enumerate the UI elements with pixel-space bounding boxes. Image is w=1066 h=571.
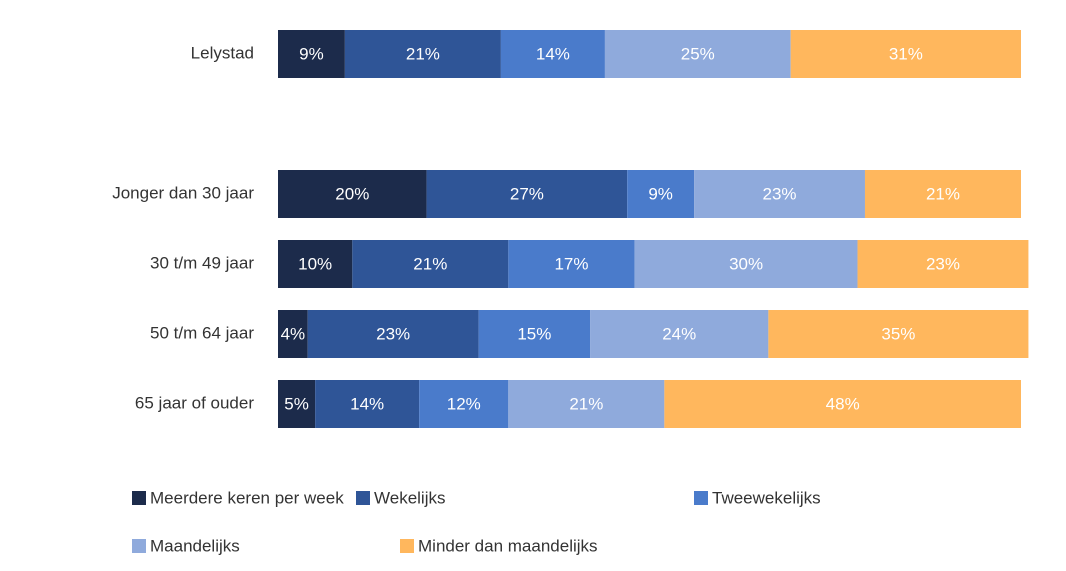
value-label: 35%	[881, 324, 915, 343]
value-label: 21%	[406, 44, 440, 63]
legend-swatch	[132, 539, 146, 553]
value-label: 9%	[648, 184, 673, 203]
legend-label: Tweewekelijks	[712, 488, 821, 507]
category-label: Jonger dan 30 jaar	[112, 183, 254, 202]
value-label: 12%	[447, 394, 481, 413]
bar-segment	[344, 30, 501, 78]
legend-swatch	[356, 491, 370, 505]
category-label: Lelystad	[191, 43, 254, 62]
bar-segment	[278, 380, 316, 428]
category-label: 50 t/m 64 jaar	[150, 323, 254, 342]
legend-swatch	[694, 491, 708, 505]
value-label: 21%	[569, 394, 603, 413]
bar-segment	[315, 380, 420, 428]
bar-segment	[768, 310, 1029, 358]
bar-segment	[500, 30, 605, 78]
legend-label: Wekelijks	[374, 488, 445, 507]
bar-segment	[694, 170, 865, 218]
value-label: 31%	[889, 44, 923, 63]
legend-label: Maandelijks	[150, 536, 240, 555]
legend-label: Meerdere keren per week	[150, 488, 344, 507]
legend-swatch	[400, 539, 414, 553]
legend-swatch	[132, 491, 146, 505]
bar-segment	[790, 30, 1021, 78]
bar-segment	[604, 30, 791, 78]
bar-segment	[278, 170, 427, 218]
value-label: 14%	[350, 394, 384, 413]
bar-segment	[864, 170, 1021, 218]
value-label: 10%	[298, 254, 332, 273]
value-label: 21%	[926, 184, 960, 203]
bar-segment	[664, 380, 1021, 428]
value-label: 24%	[662, 324, 696, 343]
bar-segment	[278, 310, 308, 358]
value-label: 20%	[335, 184, 369, 203]
value-label: 23%	[376, 324, 410, 343]
bar-segment	[419, 380, 509, 428]
bar-segment	[627, 170, 695, 218]
bar-segment	[508, 240, 635, 288]
bar-segment	[278, 240, 353, 288]
bar-segment	[307, 310, 479, 358]
value-label: 17%	[554, 254, 588, 273]
value-label: 27%	[510, 184, 544, 203]
value-label: 48%	[826, 394, 860, 413]
value-label: 15%	[517, 324, 551, 343]
legend-label: Minder dan maandelijks	[418, 536, 598, 555]
category-label: 65 jaar of ouder	[135, 393, 254, 412]
value-label: 5%	[284, 394, 309, 413]
bar-segment	[590, 310, 769, 358]
value-label: 21%	[413, 254, 447, 273]
value-label: 23%	[763, 184, 797, 203]
bar-segment	[278, 30, 345, 78]
bar-segment	[857, 240, 1029, 288]
value-label: 4%	[281, 324, 306, 343]
bar-segment	[352, 240, 509, 288]
value-label: 14%	[536, 44, 570, 63]
value-label: 30%	[729, 254, 763, 273]
category-label: 30 t/m 49 jaar	[150, 253, 254, 272]
value-label: 25%	[681, 44, 715, 63]
value-label: 23%	[926, 254, 960, 273]
bar-segment	[508, 380, 665, 428]
bar-segment	[478, 310, 591, 358]
value-label: 9%	[299, 44, 324, 63]
bar-segment	[426, 170, 628, 218]
bar-segment	[634, 240, 858, 288]
